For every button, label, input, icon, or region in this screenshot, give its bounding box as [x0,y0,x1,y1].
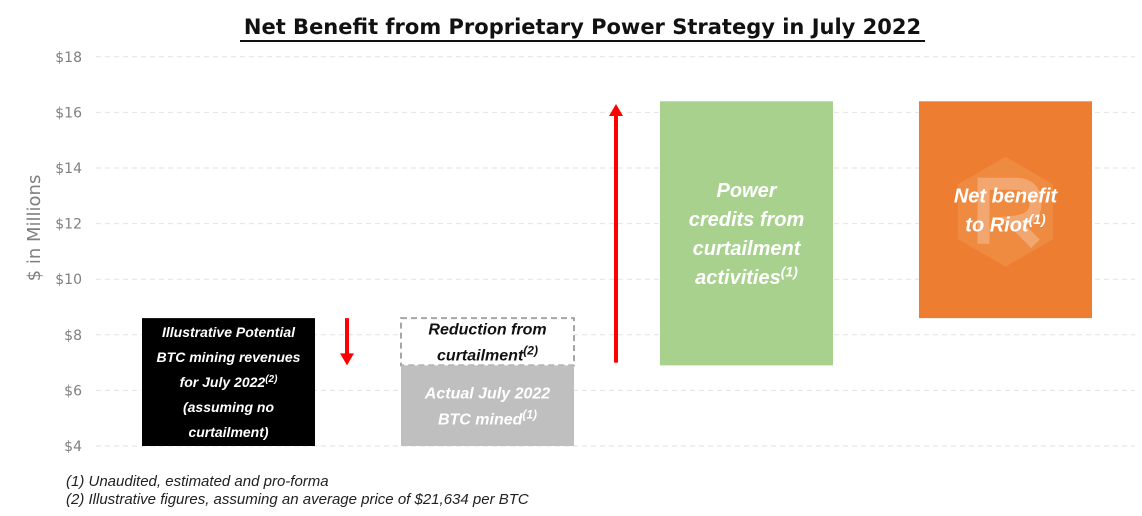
bar-label-actual: BTC mined(1) [438,407,537,428]
arrow-decrease [340,318,354,366]
y-tick-label: $14 [55,161,82,177]
bar-net: Net benefit to Riot(1) [919,101,1092,319]
bar-rect-reduction [400,317,575,367]
y-tick-label: $6 [64,383,82,399]
bar-label-actual: Actual July 2022 [424,385,551,402]
bar-reduction: Reduction from curtailment(2) [400,317,575,367]
bar-label-reduction: curtailment(2) [437,343,538,364]
bar-label-credits: credits from [689,209,805,231]
arrow-increase [609,104,623,363]
bar-label-credits: activities(1) [695,263,798,289]
bar-label-potential: curtailment) [188,424,268,440]
riot-logo-letter [977,177,1042,248]
y-tick-label: $4 [64,439,82,455]
bar-credits: Power credits from curtailment activities(1… [660,101,833,366]
bar-rect-net [919,101,1092,319]
footnote-1: (1) Unaudited, estimated and pro-forma [66,473,329,490]
bar-potential: Illustrative Potential BTC mining revenue… [142,318,315,446]
bar-label-potential: Illustrative Potential [162,324,296,340]
y-tick-label: $8 [64,328,82,344]
y-tick-label: $16 [55,105,82,121]
chart-title: Net Benefit from Proprietary Power Strat… [0,15,1142,42]
bar-actual: Actual July 2022 BTC mined(1) [401,365,574,446]
bar-label-credits: curtailment [693,238,802,260]
bar-label-reduction: Reduction from [428,322,546,339]
bar-label-net: to Riot(1) [965,211,1046,237]
y-tick-label: $18 [55,50,82,66]
bar-label-net: Net benefit [954,185,1059,207]
bar-rect-credits [660,101,833,366]
bar-label-credits: Power [716,180,777,202]
bar-rect-actual [401,365,574,446]
bar-label-potential: for July 2022(2) [180,374,279,390]
riot-logo-watermark [957,156,1054,267]
y-tick-label: $10 [55,272,82,288]
footnote-2: (2) Illustrative figures, assuming an av… [66,491,529,508]
y-tick-label: $12 [55,217,82,233]
arrow-head [609,104,623,117]
bar-label-potential: (assuming no [183,399,274,415]
y-axis-label: $ in Millions [24,175,45,282]
arrow-head [340,353,354,366]
bar-label-potential: BTC mining revenues [157,349,301,365]
bar-rect-potential [142,318,315,446]
